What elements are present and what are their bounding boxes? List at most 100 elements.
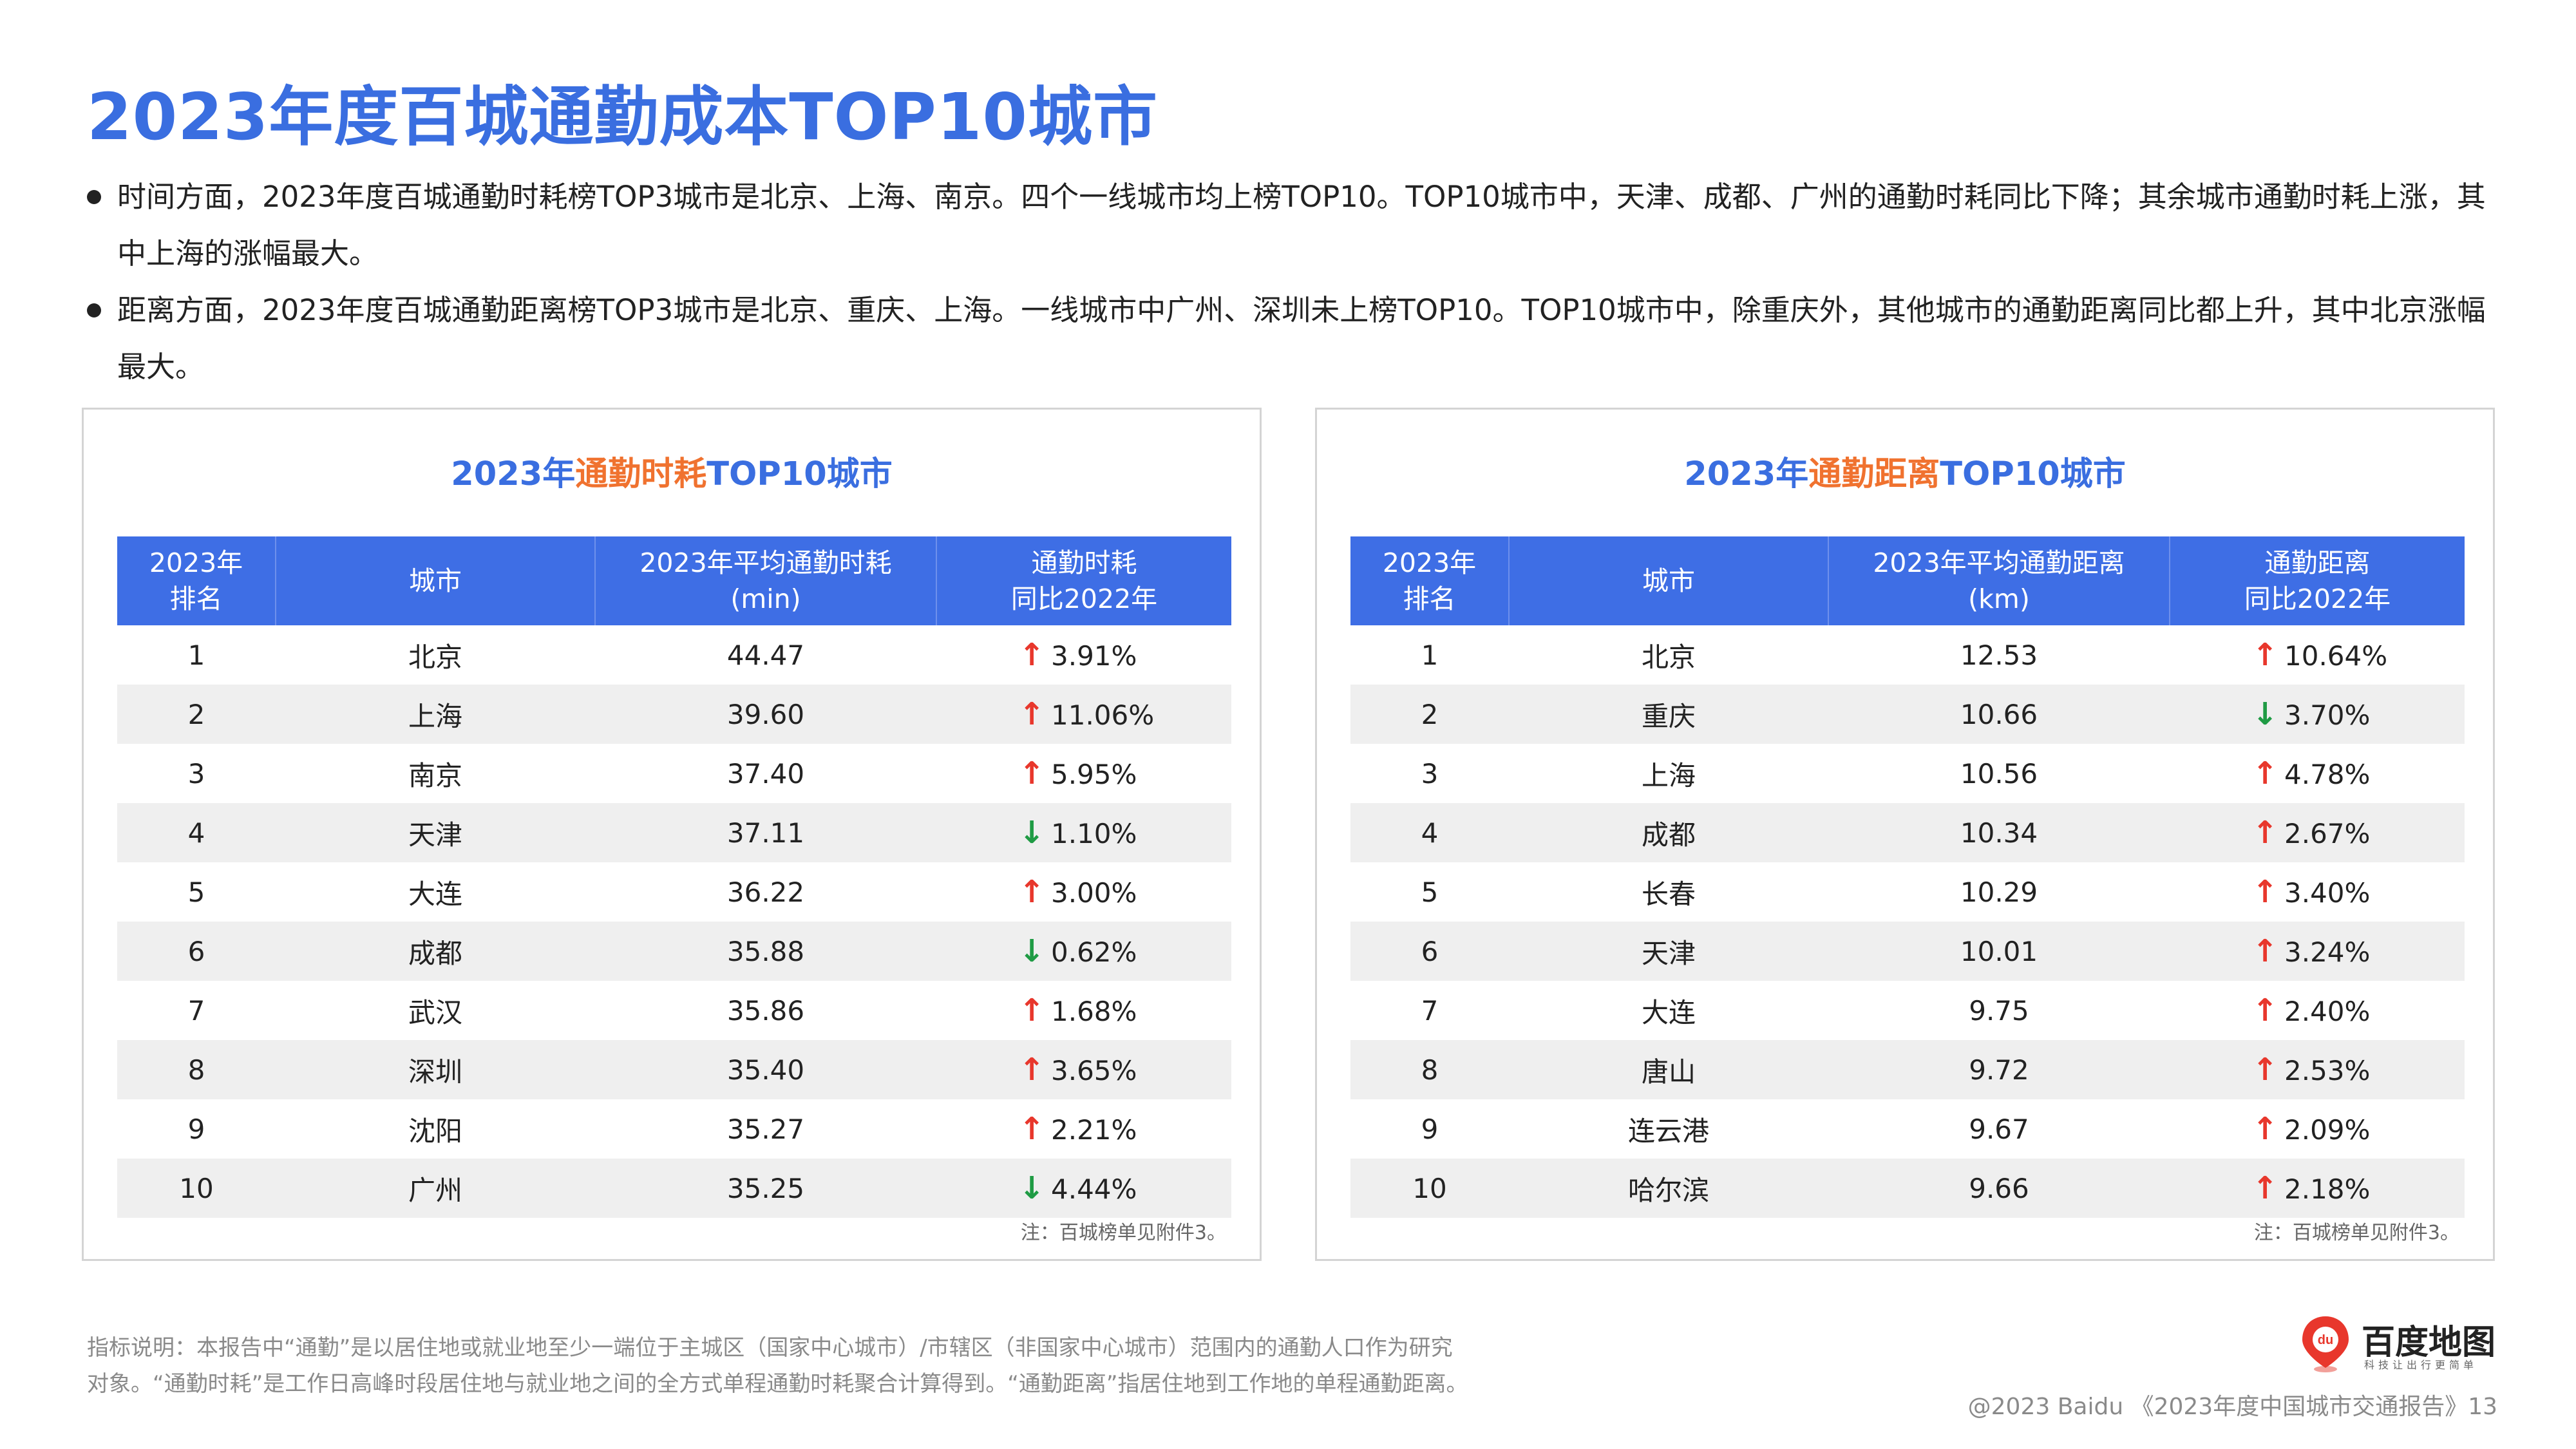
change-percent: 10.64% — [2284, 640, 2388, 672]
rank-cell: 5 — [1421, 876, 1439, 908]
city-cell: 唐山 — [1509, 1040, 1828, 1099]
value-cell: 44.47 — [726, 639, 805, 671]
rank-cell: 8 — [1350, 1040, 1509, 1099]
arrow-up-icon: ↑ — [1019, 755, 1045, 791]
arrow-up-icon: ↑ — [2252, 1170, 2278, 1206]
change-cell: ↑ 2.40% — [2170, 981, 2465, 1040]
arrow-up-icon: ↑ — [2252, 1111, 2278, 1147]
header-avg-time: 2023年平均通勤时耗 (min) — [595, 536, 937, 625]
change-percent: 3.00% — [1051, 877, 1137, 909]
city-cell: 广州 — [276, 1159, 595, 1218]
city-cell: 成都 — [1509, 803, 1828, 862]
time-panel-title: 2023年通勤时耗TOP10城市 — [84, 447, 1260, 495]
table-row: 2 上海 39.60 ↑ 11.06% — [117, 685, 1231, 744]
city-cell: 大连 — [1641, 996, 1696, 1028]
value-cell: 37.40 — [726, 757, 805, 790]
change-percent: 2.53% — [2284, 1055, 2371, 1086]
city-cell: 上海 — [276, 685, 595, 744]
table-row: 8 唐山 9.72 ↑ 2.53% — [1350, 1040, 2465, 1099]
change-cell: ↑ 2.21% — [936, 1099, 1231, 1159]
value-cell: 9.75 — [1969, 994, 2029, 1027]
summary-bullets: 时间方面，2023年度百城通勤时耗榜TOP3城市是北京、上海、南京。四个一线城市… — [87, 169, 2496, 395]
value-cell: 10.29 — [1960, 876, 2038, 908]
header-city: 城市 — [1509, 536, 1829, 625]
rank-cell: 6 — [1350, 922, 1509, 981]
time-title-suffix: TOP10城市 — [706, 455, 893, 493]
change-percent: 0.62% — [1051, 936, 1137, 968]
value-cell: 12.53 — [1960, 639, 2038, 671]
value-cell: 10.66 — [1828, 685, 2170, 744]
value-cell: 9.67 — [1969, 1113, 2029, 1145]
header-rank: 2023年 排名 — [117, 536, 276, 625]
arrow-up-icon: ↑ — [1019, 874, 1045, 910]
arrow-up-icon: ↑ — [1019, 1052, 1045, 1088]
rank-cell: 4 — [1350, 803, 1509, 862]
table-row: 3 上海 10.56 ↑ 4.78% — [1350, 744, 2465, 803]
rank-cell: 2 — [117, 685, 276, 744]
value-cell: 35.25 — [595, 1159, 936, 1218]
change-percent: 11.06% — [1051, 699, 1155, 731]
table-row: 9 沈阳 35.27 ↑ 2.21% — [117, 1099, 1231, 1159]
city-cell: 上海 — [1641, 759, 1696, 791]
arrow-up-icon: ↑ — [2252, 815, 2278, 851]
change-percent: 2.18% — [2284, 1173, 2371, 1205]
time-panel-note: 注：百城榜单见附件3。 — [1020, 1222, 1226, 1244]
distance-title-highlight: 通勤距离 — [1808, 455, 1940, 493]
logo-brand: 百度地图 — [2362, 1323, 2496, 1362]
table-row: 9 连云港 9.67 ↑ 2.09% — [1350, 1099, 2465, 1159]
header-distance-change: 通勤距离 同比2022年 — [2170, 536, 2465, 625]
table-row: 5 长春 10.29 ↑ 3.40% — [1350, 862, 2465, 922]
bullet-distance: 距离方面，2023年度百城通勤距离榜TOP3城市是北京、重庆、上海。一线城市中广… — [87, 282, 2496, 395]
rank-cell: 1 — [1421, 639, 1439, 671]
change-percent: 1.68% — [1051, 996, 1137, 1027]
change-percent: 1.10% — [1051, 818, 1137, 849]
rank-cell: 2 — [1350, 685, 1509, 744]
value-cell: 35.40 — [595, 1040, 936, 1099]
time-table: 2023年 排名 城市 2023年平均通勤时耗 (min) 通勤时耗 同比2022年 … — [117, 536, 1231, 1218]
distance-title-suffix: TOP10城市 — [1940, 455, 2126, 493]
distance-table-header: 2023年 排名 城市 2023年平均通勤距离 (km) 通勤距离 同比2022年 — [1350, 536, 2465, 625]
time-panel: 2023年通勤时耗TOP10城市 2023年 排名 城市 2023年平均通勤时耗(… — [82, 408, 1262, 1261]
arrow-up-icon: ↑ — [2252, 1052, 2278, 1088]
change-percent: 2.21% — [1051, 1114, 1137, 1146]
header-city: 城市 — [276, 536, 596, 625]
bullet-distance-text: 距离方面，2023年度百城通勤距离榜TOP3城市是北京、重庆、上海。一线城市中广… — [117, 293, 2486, 384]
change-cell: ↑ 2.09% — [2170, 1099, 2465, 1159]
arrow-up-icon: ↑ — [1019, 992, 1045, 1028]
rank-cell: 10 — [117, 1159, 276, 1218]
change-percent: 3.91% — [1051, 640, 1137, 672]
rank-cell: 6 — [117, 922, 276, 981]
table-row: 10 广州 35.25 ↓ 4.44% — [117, 1159, 1231, 1218]
city-cell: 哈尔滨 — [1509, 1159, 1828, 1218]
change-percent: 3.24% — [2284, 936, 2371, 968]
city-cell: 长春 — [1641, 878, 1696, 910]
value-cell: 10.56 — [1960, 757, 2038, 790]
change-cell: ↑ 1.68% — [936, 981, 1231, 1040]
value-cell: 39.60 — [595, 685, 936, 744]
change-percent: 3.65% — [1051, 1055, 1137, 1086]
table-row: 4 成都 10.34 ↑ 2.67% — [1350, 803, 2465, 862]
change-percent: 2.40% — [2284, 996, 2371, 1027]
arrow-up-icon: ↑ — [2252, 933, 2278, 969]
footnote-line: 对象。“通勤时耗”是工作日高峰时段居住地与就业地之间的全方式单程通勤时耗聚合计算… — [87, 1371, 1468, 1397]
arrow-up-icon: ↑ — [2252, 992, 2278, 1028]
arrow-down-icon: ↓ — [2252, 696, 2278, 732]
rank-cell: 1 — [187, 639, 205, 671]
arrow-up-icon: ↑ — [2252, 755, 2278, 791]
table-row: 10 哈尔滨 9.66 ↑ 2.18% — [1350, 1159, 2465, 1218]
arrow-down-icon: ↓ — [1019, 815, 1045, 851]
table-row: 2 重庆 10.66 ↓ 3.70% — [1350, 685, 2465, 744]
change-cell: ↑ 5.95% — [936, 744, 1231, 803]
table-row: 5 大连 36.22 ↑ 3.00% — [117, 862, 1231, 922]
table-row: 1 北京 12.53 ↑ 10.64% — [1350, 625, 2465, 685]
rank-cell: 7 — [187, 994, 205, 1027]
distance-panel-title: 2023年通勤距离TOP10城市 — [1317, 447, 2493, 495]
arrow-up-icon: ↑ — [2252, 874, 2278, 910]
table-row: 1 北京 44.47 ↑ 3.91% — [117, 625, 1231, 685]
bullet-dot-icon — [87, 190, 101, 204]
value-cell: 35.88 — [595, 922, 936, 981]
table-row: 4 天津 37.11 ↓ 1.10% — [117, 803, 1231, 862]
change-percent: 3.70% — [2284, 699, 2371, 731]
rank-cell: 3 — [1421, 757, 1439, 790]
distance-panel-note: 注：百城榜单见附件3。 — [2253, 1222, 2459, 1244]
